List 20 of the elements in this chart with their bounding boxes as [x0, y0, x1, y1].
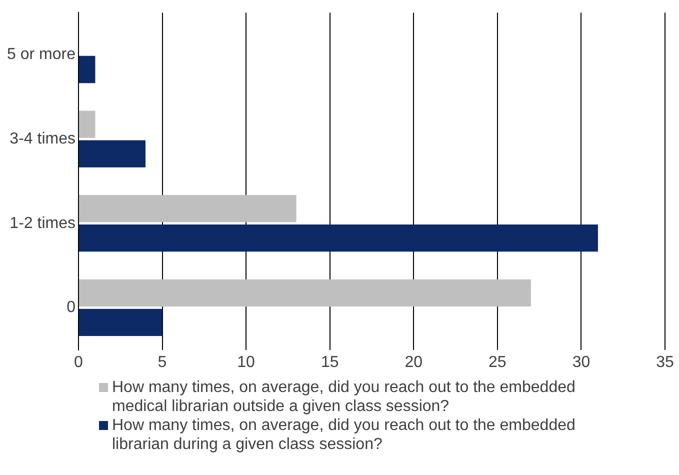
x-tick-label: 15 [320, 354, 339, 371]
bar [78, 140, 146, 168]
bar [78, 56, 96, 84]
bar [78, 224, 598, 252]
y-tick-label: 3-4 times [10, 130, 76, 148]
x-tick-label: 30 [572, 354, 590, 371]
legend-label: How many times, on average, did you reach out to the embedded medical librarian outside a given class session? [112, 378, 576, 416]
y-tick-label: 5 or more [7, 46, 76, 64]
x-tick-label: 5 [158, 354, 167, 371]
y-tick-label: 0 [66, 299, 76, 316]
x-tick-label: 10 [237, 354, 256, 371]
legend-label: How many times, on average, did you reach out to the embedded librarian during a given class session? [112, 416, 576, 454]
x-tick-label: 25 [488, 354, 506, 371]
bar [78, 110, 96, 138]
bar [78, 308, 162, 336]
x-tick-label: 20 [404, 354, 423, 371]
bar [78, 279, 531, 306]
bar [78, 195, 296, 222]
y-tick-label: 1-2 times [10, 214, 76, 232]
x-tick-label: 35 [656, 354, 674, 371]
